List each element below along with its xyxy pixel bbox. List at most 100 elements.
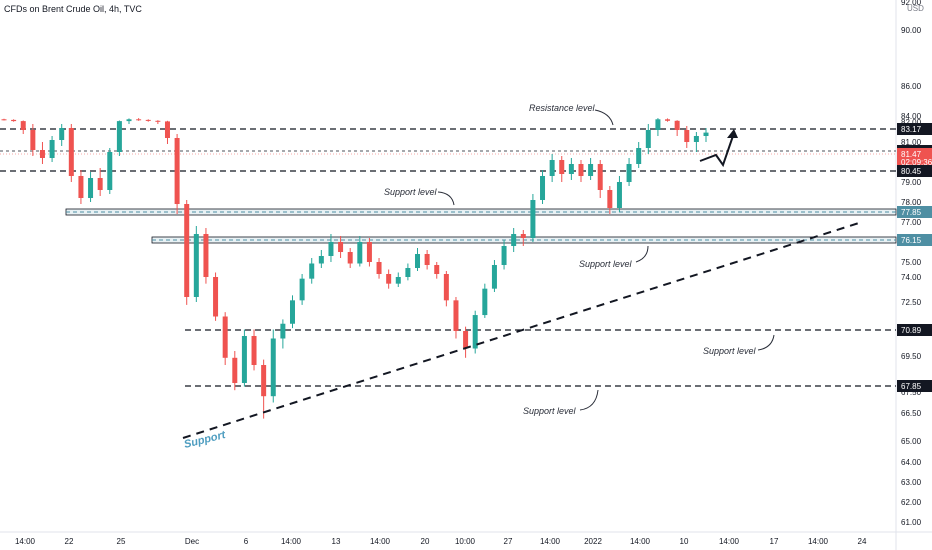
candle-body	[164, 121, 170, 138]
price-tag-label: 83.17	[901, 125, 922, 134]
time-tick-label: 10:00	[455, 537, 476, 546]
candle-body	[530, 200, 536, 238]
arrow-head-icon	[727, 129, 738, 138]
price-tag-label: 67.85	[901, 382, 922, 391]
price-tag	[897, 380, 932, 392]
support-pointer-icon	[635, 245, 649, 263]
ascending-trendline[interactable]	[182, 221, 863, 439]
price-tag	[897, 234, 932, 246]
candle-body	[318, 256, 324, 264]
resistance-pointer-icon	[594, 109, 614, 126]
candle-body	[213, 277, 219, 317]
candle-body	[174, 138, 180, 204]
support-pointer-icon	[437, 191, 455, 206]
candle-body	[68, 128, 74, 176]
candle-body	[482, 288, 488, 316]
time-tick-label: 20	[421, 537, 430, 546]
price-tick-label: 82.00	[901, 118, 922, 127]
candle-body	[241, 336, 247, 383]
candle-body	[30, 130, 36, 150]
candle-body	[376, 262, 382, 274]
price-tag	[897, 165, 932, 177]
price-tick-label: 69.50	[901, 352, 922, 361]
candle-body	[395, 277, 401, 284]
candle-body	[126, 119, 132, 122]
candle-body	[136, 119, 142, 121]
candle-body	[655, 119, 661, 130]
candle-body	[251, 336, 257, 365]
candle-body	[11, 119, 17, 122]
chart-title: CFDs on Brent Crude Oil, 4h, TVC	[4, 4, 142, 14]
candle-body	[520, 234, 526, 238]
candle-body	[443, 274, 449, 301]
candle-body	[193, 234, 199, 297]
time-tick-label: 25	[117, 537, 126, 546]
price-tag-label: 80.45	[901, 167, 922, 176]
support-pointer-icon	[579, 389, 599, 411]
price-tick-label: 62.00	[901, 498, 922, 507]
price-tag	[897, 123, 932, 135]
price-tick-label: 74.00	[901, 273, 922, 282]
time-tick-label: Dec	[185, 537, 199, 546]
time-tick-label: 24	[858, 537, 867, 546]
time-tick-label: 14:00	[630, 537, 651, 546]
price-tag-label: 77.85	[901, 208, 922, 217]
candle-body	[39, 150, 45, 158]
price-tick-label: 64.00	[901, 458, 922, 467]
horizontal-levels: 83.1781.6902:09:3681.4780.4577.8576.1570…	[0, 123, 932, 392]
currency-label: USD	[907, 4, 924, 13]
time-tick-label: 13	[332, 537, 341, 546]
trendline-support-label: Support	[183, 429, 228, 451]
time-tick-label: 17	[770, 537, 779, 546]
candle-body	[597, 164, 603, 190]
candle-body	[607, 190, 613, 208]
price-tick-label: 72.50	[901, 298, 922, 307]
price-tick-label: 61.00	[901, 518, 922, 527]
price-tick-label: 66.50	[901, 409, 922, 418]
projection-arrow[interactable]	[699, 132, 735, 168]
candle-body	[232, 357, 238, 383]
candle-body	[559, 160, 565, 174]
candle-body	[665, 119, 671, 121]
price-tick-label: 90.00	[901, 26, 922, 35]
candle-body	[684, 130, 690, 142]
candle-body	[1, 119, 7, 121]
candle-body	[568, 164, 574, 174]
price-tick-label: 78.00	[901, 198, 922, 207]
price-tag	[897, 206, 932, 218]
candle-body	[203, 234, 209, 277]
candle-body	[97, 178, 103, 190]
candle-body	[386, 274, 392, 284]
candlestick-series	[1, 118, 709, 419]
candle-body	[78, 176, 84, 198]
price-tick-label: 79.00	[901, 178, 922, 187]
candle-body	[405, 268, 411, 277]
time-tick-label: 14:00	[719, 537, 740, 546]
countdown-label: 02:09:36	[901, 158, 932, 167]
time-tick-label: 14:00	[808, 537, 829, 546]
price-tick-label: 67.50	[901, 388, 922, 397]
candle-body	[578, 164, 584, 176]
candle-body	[270, 338, 276, 397]
candle-body	[328, 242, 334, 256]
time-tick-label: 22	[65, 537, 74, 546]
support-pointer-icon	[757, 334, 775, 351]
price-tag-label: 70.89	[901, 326, 922, 335]
candle-body	[588, 164, 594, 176]
price-tick-label: 75.00	[901, 258, 922, 267]
support-label: Support level	[384, 187, 438, 197]
candle-body	[357, 242, 363, 264]
candle-body	[511, 234, 517, 246]
candle-body	[347, 252, 353, 264]
time-tick-label: 14:00	[370, 537, 391, 546]
candle-body	[107, 152, 113, 190]
time-tick-label: 2022	[584, 537, 602, 546]
candle-body	[116, 121, 122, 152]
candle-body	[549, 160, 555, 176]
price-tick-label: 81.00	[901, 138, 922, 147]
candle-body	[540, 176, 546, 200]
time-tick-label: 14:00	[15, 537, 36, 546]
support-label: Support level	[703, 346, 757, 356]
time-axis: 14:00 22 25 Dec 6 14:00 13 14:00 20 10:00 27 14:00 2…	[15, 537, 867, 546]
